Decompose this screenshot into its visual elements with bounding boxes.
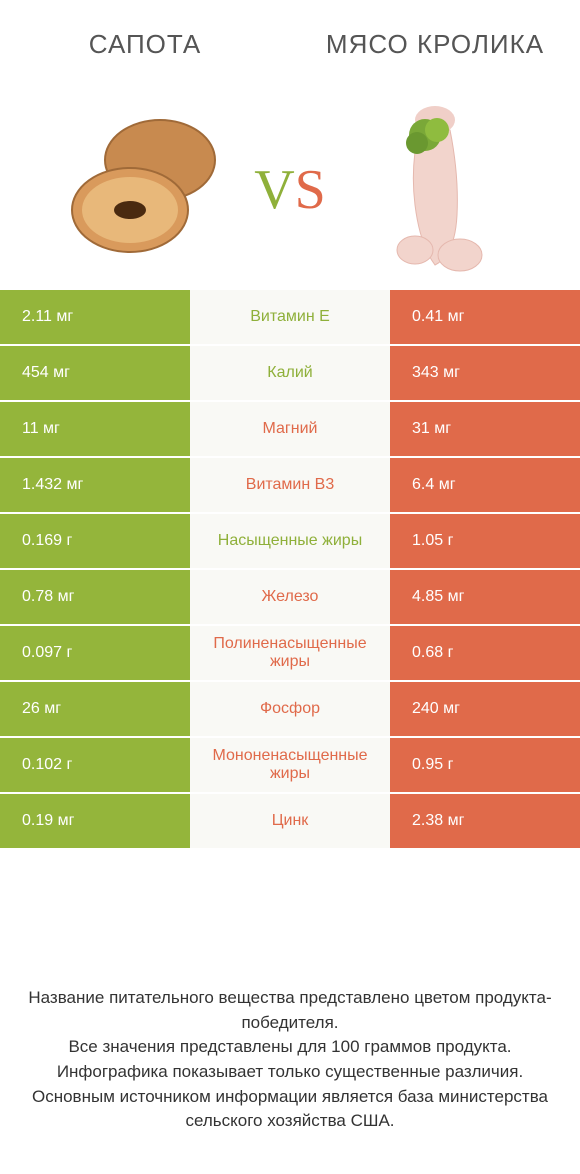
title-right: МЯСО КРОЛИКА	[290, 0, 580, 90]
nutrient-row: 0.169 гНасыщенные жиры1.05 г	[0, 514, 580, 570]
header-row: САПОТА МЯСО КРОЛИКА	[0, 0, 580, 90]
value-left: 26 мг	[0, 682, 190, 738]
nutrient-table: 2.11 мгВитамин E0.41 мг454 мгКалий343 мг…	[0, 290, 580, 850]
nutrient-row: 0.78 мгЖелезо4.85 мг	[0, 570, 580, 626]
nutrient-label: Фосфор	[190, 682, 390, 738]
nutrient-row: 0.102 гМононенасыщенные жиры0.95 г	[0, 738, 580, 794]
footer-line-2: Все значения представлены для 100 граммо…	[28, 1035, 552, 1060]
value-left: 1.432 мг	[0, 458, 190, 514]
value-left: 11 мг	[0, 402, 190, 458]
vs-v: V	[254, 159, 294, 221]
vs-label: VS	[254, 158, 326, 222]
nutrient-label: Цинк	[190, 794, 390, 850]
nutrient-label: Витамин E	[190, 290, 390, 346]
nutrient-label: Витамин B3	[190, 458, 390, 514]
footer-line-3: Инфографика показывает только существенн…	[28, 1060, 552, 1085]
value-right: 31 мг	[390, 402, 580, 458]
rabbit-meat-icon	[365, 95, 505, 285]
value-right: 4.85 мг	[390, 570, 580, 626]
nutrient-row: 2.11 мгВитамин E0.41 мг	[0, 290, 580, 346]
footer-notes: Название питательного вещества представл…	[0, 850, 580, 1174]
value-right: 240 мг	[390, 682, 580, 738]
value-right: 0.41 мг	[390, 290, 580, 346]
nutrient-row: 1.432 мгВитамин B36.4 мг	[0, 458, 580, 514]
value-left: 0.169 г	[0, 514, 190, 570]
nutrient-label: Мононенасыщенные жиры	[190, 738, 390, 794]
value-left: 0.102 г	[0, 738, 190, 794]
image-row: VS	[0, 90, 580, 290]
value-right: 0.68 г	[390, 626, 580, 682]
nutrient-row: 454 мгКалий343 мг	[0, 346, 580, 402]
value-left: 0.19 мг	[0, 794, 190, 850]
nutrient-label: Полиненасыщенные жиры	[190, 626, 390, 682]
value-right: 2.38 мг	[390, 794, 580, 850]
nutrient-label: Железо	[190, 570, 390, 626]
value-left: 0.78 мг	[0, 570, 190, 626]
value-left: 2.11 мг	[0, 290, 190, 346]
value-left: 454 мг	[0, 346, 190, 402]
value-right: 0.95 г	[390, 738, 580, 794]
nutrient-row: 11 мгМагний31 мг	[0, 402, 580, 458]
sapota-icon	[60, 115, 230, 265]
nutrient-row: 0.097 гПолиненасыщенные жиры0.68 г	[0, 626, 580, 682]
title-left: САПОТА	[0, 0, 290, 90]
value-right: 1.05 г	[390, 514, 580, 570]
value-right: 343 мг	[390, 346, 580, 402]
nutrient-label: Магний	[190, 402, 390, 458]
footer-line-4: Основным источником информации является …	[28, 1085, 552, 1134]
value-right: 6.4 мг	[390, 458, 580, 514]
value-left: 0.097 г	[0, 626, 190, 682]
vs-s: S	[295, 159, 326, 221]
nutrient-label: Насыщенные жиры	[190, 514, 390, 570]
right-image-slot	[290, 95, 580, 285]
left-image-slot	[0, 115, 290, 265]
nutrient-row: 26 мгФосфор240 мг	[0, 682, 580, 738]
nutrient-row: 0.19 мгЦинк2.38 мг	[0, 794, 580, 850]
footer-line-1: Название питательного вещества представл…	[28, 986, 552, 1035]
nutrient-label: Калий	[190, 346, 390, 402]
